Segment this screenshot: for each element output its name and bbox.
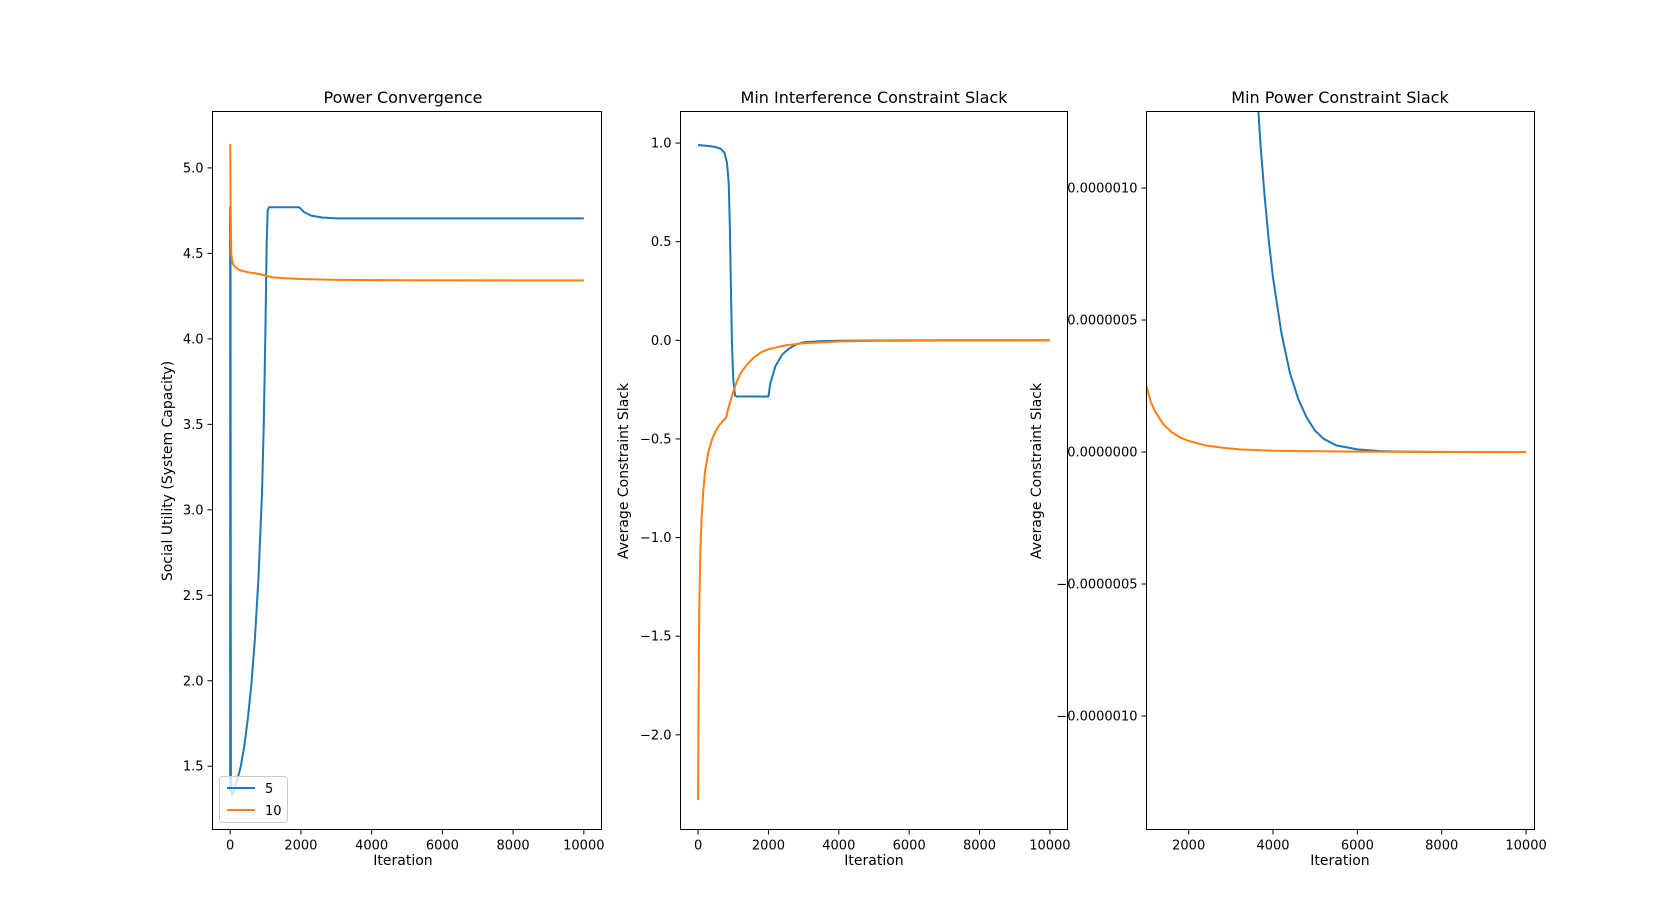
panel-2-title: Min Interference Constraint Slack [741, 88, 1009, 107]
panel-2-xtick-label: 6000 [893, 839, 926, 854]
panel-3-ytick-label: 0.0000005 [1067, 314, 1137, 329]
panel-2-ytick-label: 1.0 [651, 137, 672, 152]
panel-2-xtick-label: 2000 [752, 839, 785, 854]
panel-2-ytick-label: −1.0 [640, 531, 672, 546]
panel-1-xtick-label: 4000 [355, 839, 388, 854]
panel-3-xlabel: Iteration [1310, 853, 1369, 869]
panel-3-title: Min Power Constraint Slack [1231, 88, 1449, 107]
panel-1-xtick-label: 0 [226, 839, 234, 854]
panel-2-xlabel: Iteration [844, 853, 903, 869]
panel-1-ticks: 0 2000 4000 6000 8000 10000 1.5 2.0 2.5 3.0 3.5 4.0… [183, 161, 605, 853]
panel-power-convergence: Power Convergence Iteration Social Utili… [160, 88, 604, 869]
panel-3-ytick-label: 0.0000010 [1067, 182, 1137, 197]
panel-3-xtick-label: 10000 [1505, 839, 1546, 854]
panel-1-ytick-label: 2.5 [183, 589, 204, 604]
panel-3-xtick-label: 2000 [1172, 839, 1205, 854]
panel-3-xtick-label: 6000 [1341, 839, 1374, 854]
panel-1-ytick-label: 4.0 [183, 332, 204, 347]
panel-2-xtick-label: 4000 [822, 839, 855, 854]
panel-2-ytick-label: 0.0 [651, 334, 672, 349]
panel-2-xtick-label: 8000 [963, 839, 996, 854]
panel-2-marks [697, 144, 1050, 800]
panel-3-ytick-label: −0.0000010 [1056, 709, 1137, 724]
panel-1-ytick-label: 3.0 [183, 503, 204, 518]
panel-2-ticks: 0 2000 4000 6000 8000 10000 −2.0 −1.5 −1.0 −0.5 0.… [640, 137, 1071, 854]
panel-3-ytick-label: −0.0000005 [1056, 578, 1137, 593]
panel-1-xlabel: Iteration [373, 853, 432, 869]
panel-1-ytick-label: 3.5 [183, 418, 204, 433]
panel-min-interference-slack: Min Interference Constraint Slack Iterat… [616, 88, 1071, 869]
panel-3-ticks: 2000 4000 6000 8000 10000 −0.0000010 −0.000000… [1056, 182, 1546, 854]
panel-3-marks [1146, 111, 1527, 454]
panel-min-power-slack: Min Power Constraint Slack Iteration Ave… [1029, 88, 1547, 869]
panel-1-title: Power Convergence [324, 88, 483, 107]
panel-2-series-1 [697, 144, 1050, 398]
panel-3-ytick-label: 0.0000000 [1067, 446, 1137, 461]
panel-2-ytick-label: −1.5 [640, 630, 672, 645]
panel-1-frame [212, 111, 602, 830]
panel-2-ytick-label: −2.0 [640, 728, 672, 743]
panel-1-xtick-label: 10000 [563, 839, 604, 854]
panel-2-ytick-label: 0.5 [651, 235, 672, 250]
legend-label-5: 5 [265, 782, 273, 797]
panel-1-xtick-label: 6000 [426, 839, 459, 854]
panel-1-ytick-label: 1.5 [183, 760, 204, 775]
panel-1-ytick-label: 2.0 [183, 674, 204, 689]
legend: 5 10 [219, 776, 288, 823]
panel-1-ylabel: Social Utility (System Capacity) [160, 361, 176, 581]
panel-1-xtick-label: 8000 [497, 839, 530, 854]
legend-label-10: 10 [265, 804, 282, 819]
panel-3-series-2 [1146, 385, 1527, 454]
panel-1-ytick-label: 5.0 [183, 161, 204, 176]
panel-1-ytick-label: 4.5 [183, 247, 204, 262]
panel-3-frame [1146, 111, 1535, 830]
panel-3-xtick-label: 4000 [1256, 839, 1289, 854]
panel-2-xtick-label: 10000 [1029, 839, 1070, 854]
panel-2-ytick-label: −0.5 [640, 432, 672, 447]
panel-3-xtick-label: 8000 [1425, 839, 1458, 854]
panel-3-ylabel: Average Constraint Slack [1029, 382, 1045, 559]
panel-1-xtick-label: 2000 [284, 839, 317, 854]
panel-2-frame [680, 111, 1068, 830]
panel-2-xtick-label: 0 [694, 839, 702, 854]
panel-2-series-2 [697, 339, 1050, 800]
panel-1-series-10 [229, 143, 584, 282]
panel-2-ylabel: Average Constraint Slack [616, 382, 632, 559]
